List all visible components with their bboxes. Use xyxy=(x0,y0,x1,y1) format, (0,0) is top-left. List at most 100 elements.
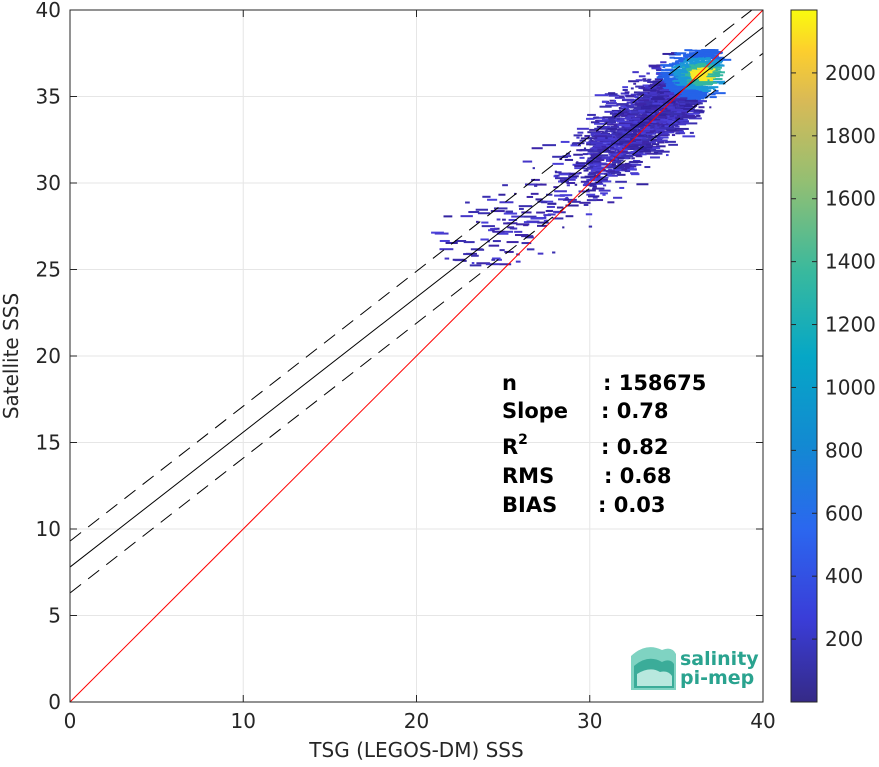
density-cell xyxy=(663,97,668,100)
density-cell xyxy=(654,100,658,103)
density-cell xyxy=(669,78,672,81)
density-cell xyxy=(620,164,632,167)
density-cell xyxy=(537,252,544,255)
density-cell xyxy=(696,65,702,68)
density-cell xyxy=(707,73,721,76)
density-cell xyxy=(665,154,669,157)
density-cell xyxy=(638,99,649,102)
density-cell xyxy=(674,92,688,95)
density-cell xyxy=(636,107,645,110)
density-cell xyxy=(598,151,602,154)
density-cell xyxy=(656,126,668,129)
density-cell xyxy=(649,91,657,94)
density-cell xyxy=(679,104,690,107)
density-cell xyxy=(651,120,664,123)
density-cell xyxy=(608,153,612,156)
density-cell xyxy=(610,165,621,168)
density-cell xyxy=(596,199,604,202)
density-cell xyxy=(487,198,498,201)
density-cell xyxy=(605,139,611,142)
density-cell xyxy=(552,155,563,158)
density-cell xyxy=(649,104,661,107)
density-cell xyxy=(646,146,660,149)
density-cell xyxy=(469,264,482,267)
density-cell xyxy=(614,96,625,99)
density-cell xyxy=(708,93,716,96)
density-cell xyxy=(498,193,506,196)
density-cell xyxy=(691,72,699,75)
density-cell xyxy=(613,124,619,127)
density-cell xyxy=(640,142,651,145)
density-heatmap xyxy=(431,49,732,267)
density-cell xyxy=(624,125,631,128)
density-cell xyxy=(666,127,676,130)
density-cell xyxy=(589,182,597,185)
density-cell xyxy=(698,99,705,102)
density-cell xyxy=(651,143,660,146)
density-cell xyxy=(543,214,552,217)
density-cell xyxy=(454,259,462,262)
density-cell xyxy=(683,122,698,125)
density-cell xyxy=(609,112,624,115)
density-cell xyxy=(589,141,592,144)
colorbar-tick-label: 1600 xyxy=(825,187,876,211)
density-cell xyxy=(555,171,562,174)
density-cell xyxy=(624,170,631,173)
y-tick-label: 40 xyxy=(36,0,61,22)
density-cell xyxy=(667,121,678,124)
density-cell xyxy=(710,50,715,53)
density-cell xyxy=(629,160,643,163)
density-cell xyxy=(662,52,676,55)
density-cell xyxy=(578,171,582,174)
density-cell xyxy=(644,92,648,95)
density-cell xyxy=(708,81,718,84)
density-cell xyxy=(628,110,638,113)
density-cell xyxy=(689,71,697,74)
density-cell xyxy=(686,53,701,56)
density-cell xyxy=(699,90,703,93)
density-cell xyxy=(655,72,664,75)
density-cell xyxy=(579,201,591,204)
density-cell xyxy=(470,248,483,251)
density-cell xyxy=(668,90,676,93)
density-cell xyxy=(590,184,595,187)
density-cell xyxy=(573,153,583,156)
density-cell xyxy=(688,49,698,52)
density-cell xyxy=(620,143,629,146)
density-cell xyxy=(617,117,627,120)
density-cell xyxy=(708,86,719,89)
density-cell xyxy=(594,133,609,136)
density-cell xyxy=(634,122,649,125)
y-tick-label: 10 xyxy=(36,517,61,541)
density-cell xyxy=(524,183,538,186)
density-cell xyxy=(628,80,640,83)
density-cell xyxy=(507,226,515,229)
density-cell xyxy=(587,163,599,166)
density-cell xyxy=(470,254,479,257)
density-cell xyxy=(673,73,686,76)
density-cell xyxy=(652,80,659,83)
density-cell xyxy=(651,121,657,124)
density-cell xyxy=(515,260,521,263)
density-cell xyxy=(605,121,616,124)
density-cell xyxy=(615,146,623,149)
density-cell xyxy=(631,126,644,129)
density-cell xyxy=(626,113,639,116)
density-cell xyxy=(673,114,678,117)
density-cell xyxy=(709,106,712,109)
density-cell xyxy=(657,137,661,140)
density-cell xyxy=(599,154,609,157)
density-cell xyxy=(696,82,703,85)
density-cell xyxy=(628,166,635,169)
density-cell xyxy=(690,54,700,57)
density-cell xyxy=(623,136,637,139)
density-cell xyxy=(463,253,474,256)
density-cell xyxy=(580,180,590,183)
density-cell xyxy=(619,95,624,98)
density-cell xyxy=(692,86,702,89)
density-cell xyxy=(607,117,614,120)
density-cell xyxy=(521,242,532,245)
density-cell xyxy=(439,239,450,242)
density-cell xyxy=(623,133,637,136)
